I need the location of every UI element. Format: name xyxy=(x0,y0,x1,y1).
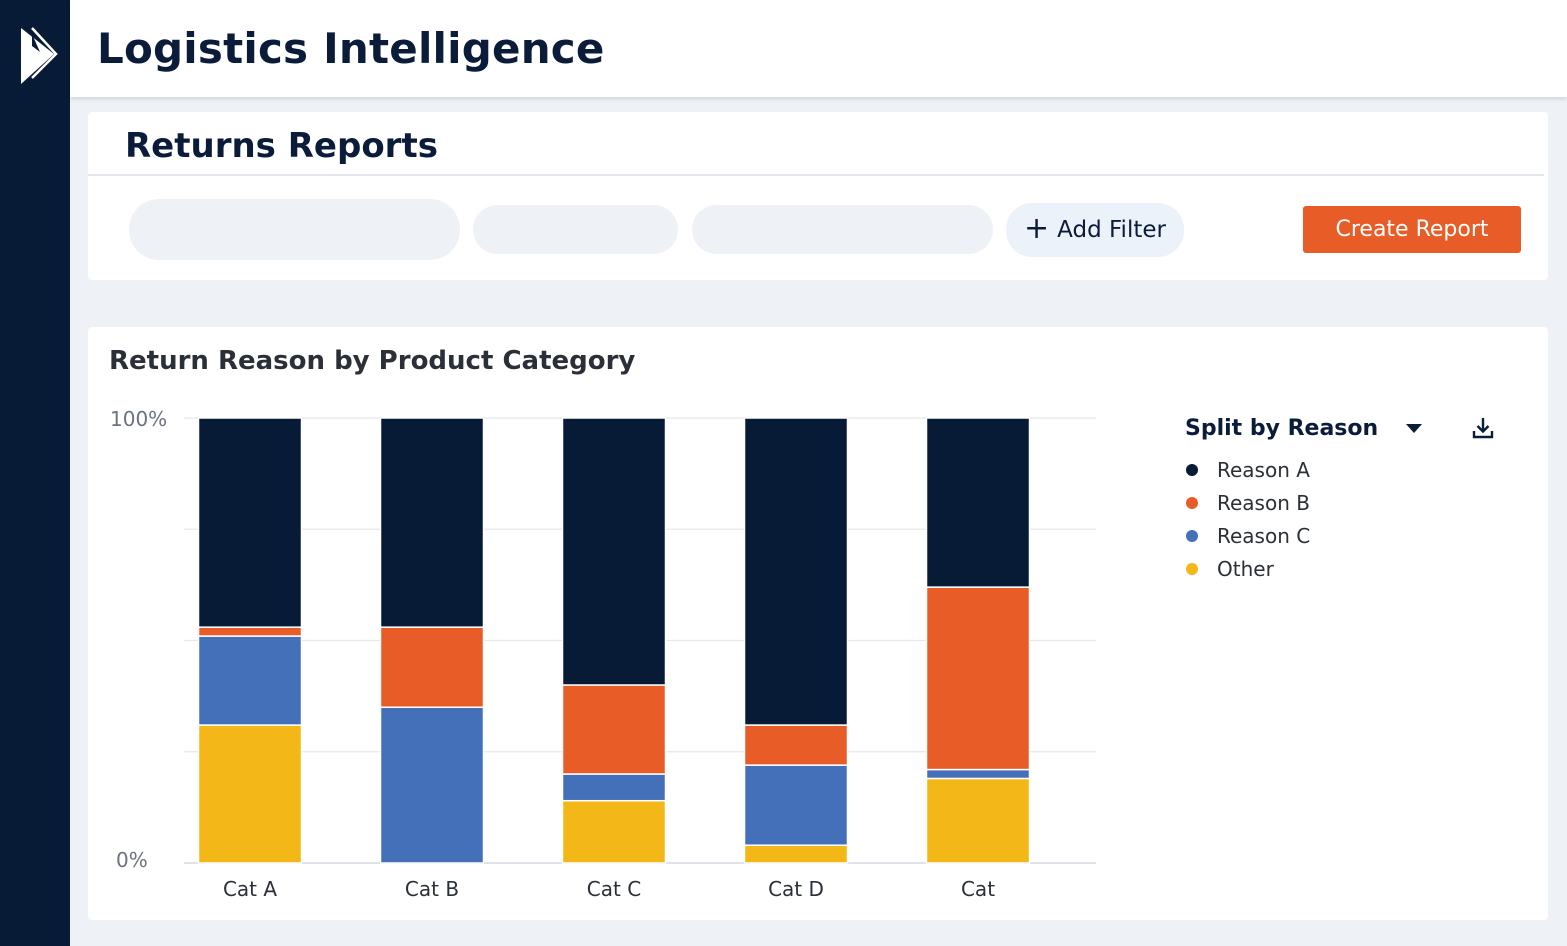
add-filter-button[interactable]: + Add Filter xyxy=(1006,203,1184,257)
x-tick-label: Cat B xyxy=(405,877,459,901)
bar-segment xyxy=(743,417,849,726)
bar-segment xyxy=(925,777,1031,864)
chart-card: Return Reason by Product Category 0% 100%… xyxy=(88,327,1548,920)
filter-pill-3[interactable] xyxy=(692,205,993,254)
bar-segment xyxy=(743,844,849,864)
bar-segment xyxy=(197,724,303,864)
page-title: Returns Reports xyxy=(125,126,438,166)
x-tick-label: Cat A xyxy=(223,877,277,901)
legend: Split by Reason Reason A Reason B Reason C… xyxy=(1185,411,1515,585)
divider xyxy=(88,174,1544,176)
legend-header[interactable]: Split by Reason xyxy=(1185,411,1515,445)
y-tick-label: 0% xyxy=(116,848,148,872)
create-report-button[interactable]: Create Report xyxy=(1303,206,1521,253)
bar-segment xyxy=(197,626,303,637)
legend-dot xyxy=(1186,496,1198,509)
caret-down-icon[interactable] xyxy=(1406,423,1423,433)
app-title: Logistics Intelligence xyxy=(97,24,605,73)
legend-title: Split by Reason xyxy=(1185,415,1379,441)
bar-segment xyxy=(561,799,667,864)
stacked-bar-chart: 0% 100% Cat A Cat B Cat C Cat D Cat xyxy=(110,407,1096,901)
bar-segment xyxy=(561,417,667,686)
x-tick-label: Cat C xyxy=(587,877,641,901)
filter-pill-2[interactable] xyxy=(473,205,678,254)
top-bar: Logistics Intelligence xyxy=(70,0,1567,97)
legend-label: Other xyxy=(1217,556,1274,581)
add-filter-label: Add Filter xyxy=(1057,217,1166,243)
bar-segment xyxy=(925,586,1031,771)
legend-dot xyxy=(1186,463,1198,476)
legend-dot xyxy=(1186,529,1198,542)
legend-label: Reason B xyxy=(1217,490,1310,515)
legend-list: Reason A Reason B Reason C Other xyxy=(1185,453,1515,585)
bar-segment xyxy=(379,626,485,708)
bar-segment xyxy=(197,635,303,726)
bar-segment xyxy=(925,417,1031,588)
play-logo-icon[interactable] xyxy=(18,24,58,88)
y-tick-label: 100% xyxy=(110,407,167,431)
legend-label: Reason A xyxy=(1217,457,1310,482)
legend-dot xyxy=(1186,562,1198,575)
chart-title: Return Reason by Product Category xyxy=(109,346,636,376)
bar-segment xyxy=(561,684,667,775)
legend-item[interactable]: Reason B xyxy=(1185,486,1515,519)
bar-segment xyxy=(197,417,303,628)
download-icon[interactable] xyxy=(1471,415,1495,441)
legend-label: Reason C xyxy=(1217,523,1311,548)
x-tick-label: Cat D xyxy=(768,877,824,901)
filter-pill-1[interactable] xyxy=(129,199,460,260)
legend-item[interactable]: Reason C xyxy=(1185,519,1515,552)
reports-header-card: Returns Reports + Add Filter Create Repo… xyxy=(88,112,1548,280)
x-tick-label: Cat xyxy=(961,877,995,901)
bar-segment xyxy=(743,724,849,766)
bar-segment xyxy=(743,764,849,846)
bar-segment xyxy=(561,773,667,802)
bar-segment xyxy=(379,706,485,864)
sidebar xyxy=(0,0,70,946)
plus-icon: + xyxy=(1024,210,1050,246)
legend-item[interactable]: Reason A xyxy=(1185,453,1515,486)
legend-item[interactable]: Other xyxy=(1185,552,1515,585)
bar-segment xyxy=(925,768,1031,780)
bar-segment xyxy=(379,417,485,628)
